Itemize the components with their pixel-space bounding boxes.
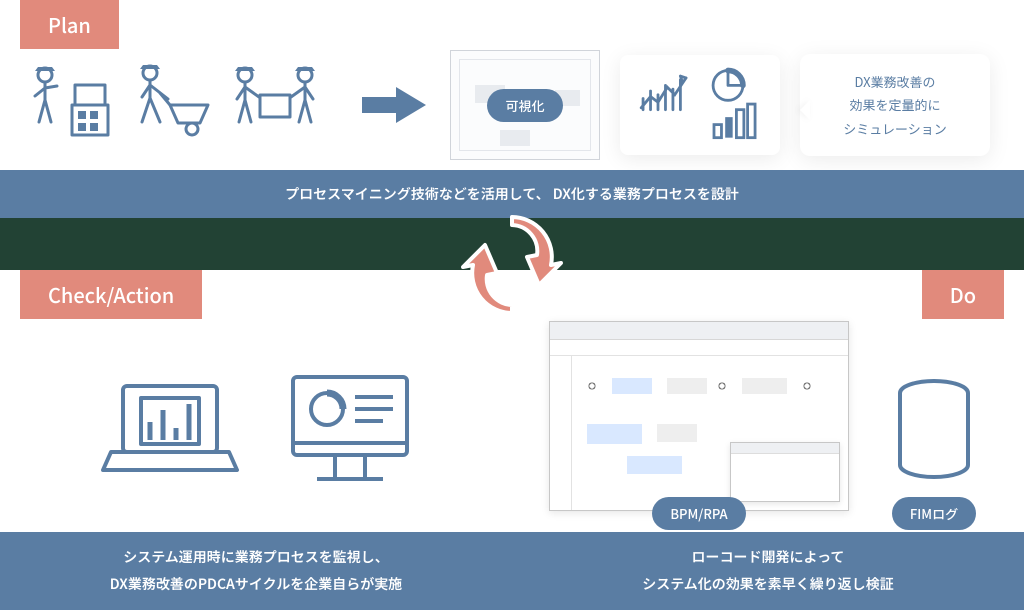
bpm-rpa-badge: BPM/RPA [652,497,745,530]
simulation-text: DX業務改善の 効果を定量的に シミュレーション [843,72,946,138]
bpm-window-mock [549,321,849,511]
simulation-speech-bubble: DX業務改善の 効果を定量的に シミュレーション [800,54,990,156]
workers-illustration-icon [20,55,340,155]
plan-row: 可視化 [20,50,1004,160]
database-stack-icon [889,377,979,487]
process-diagram-card: 可視化 [450,50,600,160]
fim-log-badge: FIMログ [892,497,976,530]
laptop-chart-icon [95,370,245,490]
do-content: BPM/RPA FIMログ [524,330,1004,530]
check-action-tab: Check/Action [20,270,202,319]
do-tab: Do [922,270,1004,319]
plan-tab: Plan [20,0,119,49]
check-action-content [20,340,500,520]
do-banner: ローコード開発によって システム化の効果を素早く繰り返し検証 [512,532,1024,610]
analytics-icons-card [620,55,780,155]
monitor-report-icon [275,365,425,495]
visualize-badge: 可視化 [487,89,562,122]
check-action-banner: システム運用時に業務プロセスを監視し、 DX業務改善のPDCAサイクルを企業自ら… [0,532,512,610]
arrow-right-icon [360,85,430,125]
cycle-arrows-icon [452,205,572,325]
analytics-icons [630,63,770,147]
